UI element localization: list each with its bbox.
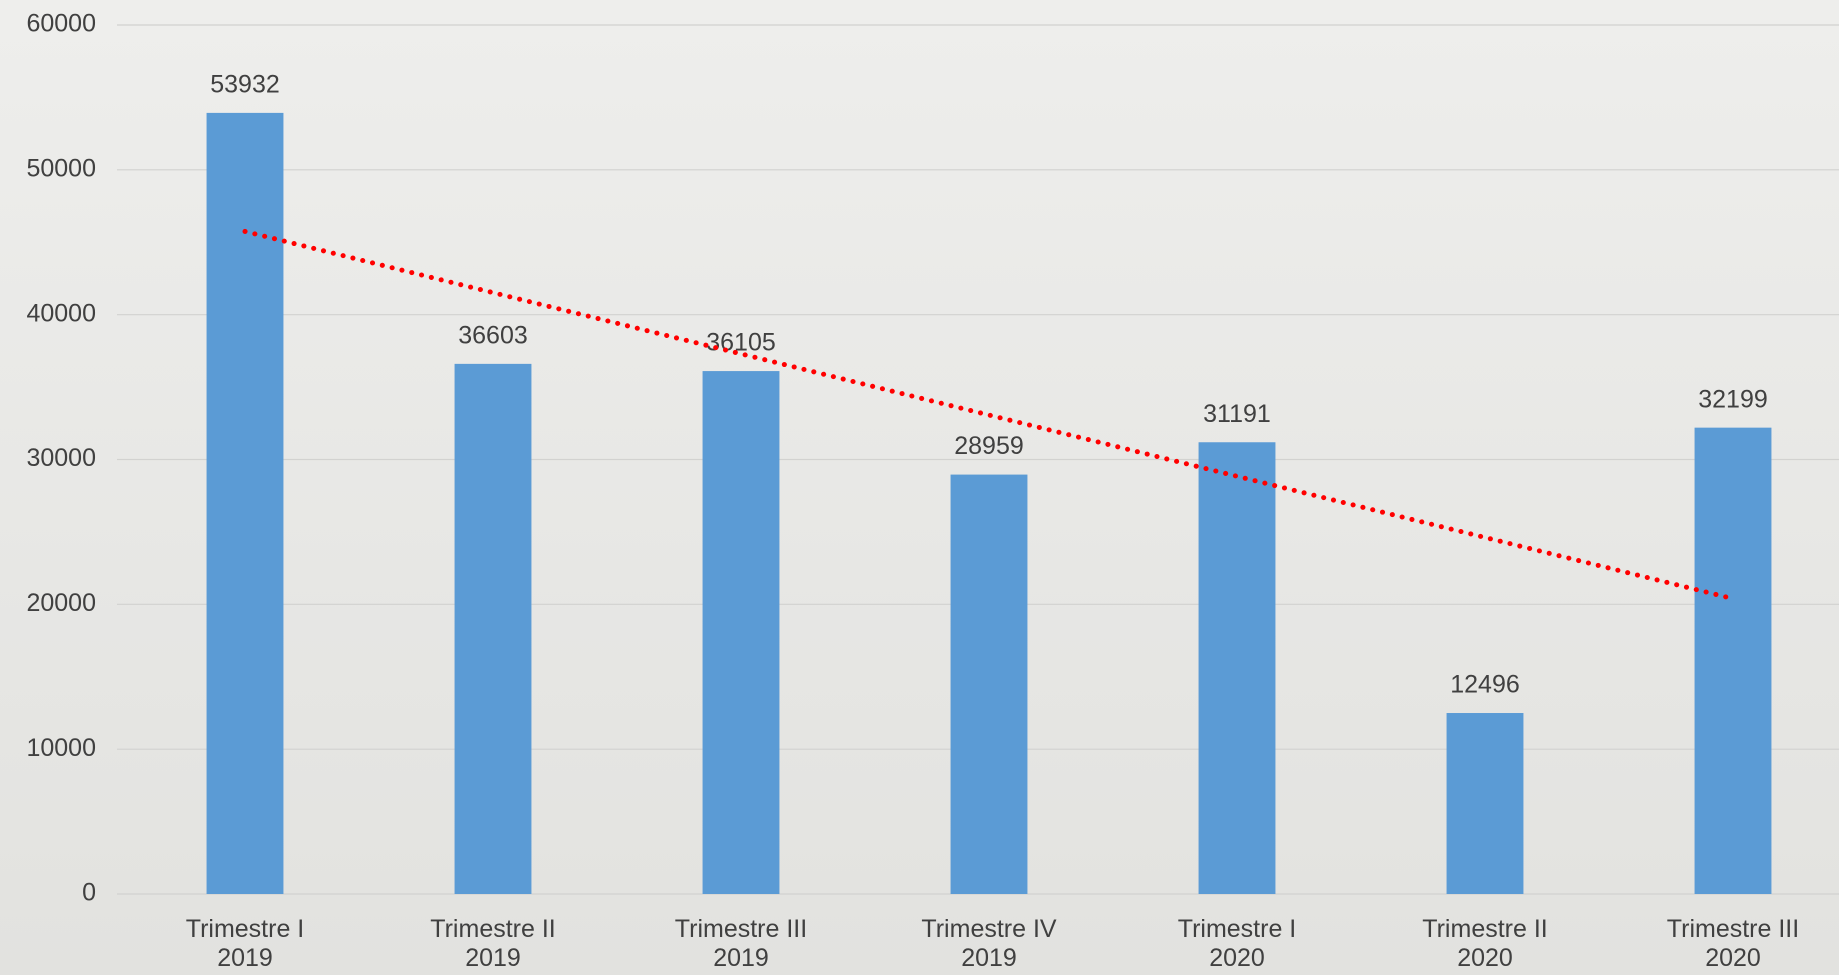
- bar: [455, 364, 532, 894]
- data-label: 28959: [954, 432, 1024, 460]
- bar: [1447, 713, 1524, 894]
- data-label: 32199: [1698, 385, 1768, 413]
- bar: [1199, 442, 1276, 894]
- data-label: 36603: [458, 321, 528, 349]
- y-tick-label: 40000: [26, 299, 96, 327]
- y-tick-label: 0: [82, 879, 96, 907]
- y-tick-label: 50000: [26, 154, 96, 182]
- data-label: 12496: [1450, 671, 1520, 699]
- y-tick-label: 60000: [26, 10, 96, 38]
- bar: [1695, 428, 1772, 894]
- y-tick-label: 30000: [26, 444, 96, 472]
- y-tick-label: 20000: [26, 589, 96, 617]
- data-label: 31191: [1203, 400, 1271, 428]
- data-label: 36105: [706, 329, 776, 357]
- chart: 010000200003000040000500006000053932Trim…: [0, 0, 1839, 975]
- data-label: 53932: [210, 70, 280, 98]
- y-tick-label: 10000: [26, 734, 96, 762]
- bar: [951, 475, 1028, 894]
- bar: [703, 371, 780, 894]
